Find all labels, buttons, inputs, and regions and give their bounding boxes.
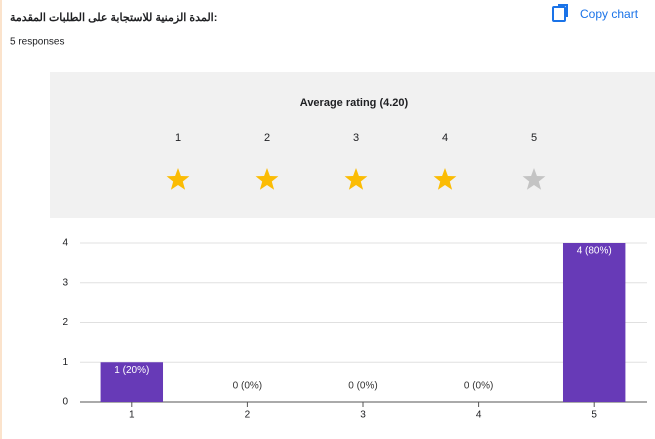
x-tick-label: 1 (129, 410, 135, 421)
copy-chart-button[interactable]: Copy chart (552, 4, 639, 22)
star (522, 168, 546, 190)
response-count: 5 responses (10, 37, 64, 48)
copy-chart-label[interactable]: Copy chart (580, 7, 639, 21)
star-label: 5 (531, 132, 537, 144)
bar (562, 243, 626, 402)
value-label: 0 (0%) (233, 381, 262, 392)
y-tick-label: 3 (62, 277, 68, 288)
y-tick-label: 4 (62, 238, 68, 249)
rating-title: Average rating (4.20) (300, 97, 409, 109)
star-label: 4 (442, 132, 448, 144)
star-label: 1 (175, 132, 181, 144)
copy-icon-back (558, 4, 568, 17)
bar (100, 362, 164, 402)
y-tick-label: 0 (62, 397, 68, 408)
star (433, 168, 457, 190)
value-label: 0 (0%) (464, 381, 493, 392)
y-tick-label: 1 (62, 357, 68, 368)
x-tick-label: 2 (245, 410, 251, 421)
value-label: 0 (0%) (348, 381, 377, 392)
x-tick-label: 4 (476, 410, 482, 421)
value-label: 1 (20%) (114, 365, 149, 376)
copy-icon (552, 6, 566, 22)
star (255, 168, 279, 190)
star-label: 2 (264, 132, 270, 144)
star-label: 3 (353, 132, 359, 144)
rating-panel (50, 72, 655, 218)
star (344, 168, 368, 190)
value-label: 4 (80%) (577, 246, 612, 257)
question-title: المدة الزمنية للاستجابة على الطلبات المق… (10, 12, 217, 24)
star (166, 168, 190, 190)
x-tick-label: 5 (591, 410, 597, 421)
x-tick-label: 3 (360, 410, 366, 421)
y-tick-label: 2 (62, 317, 68, 328)
